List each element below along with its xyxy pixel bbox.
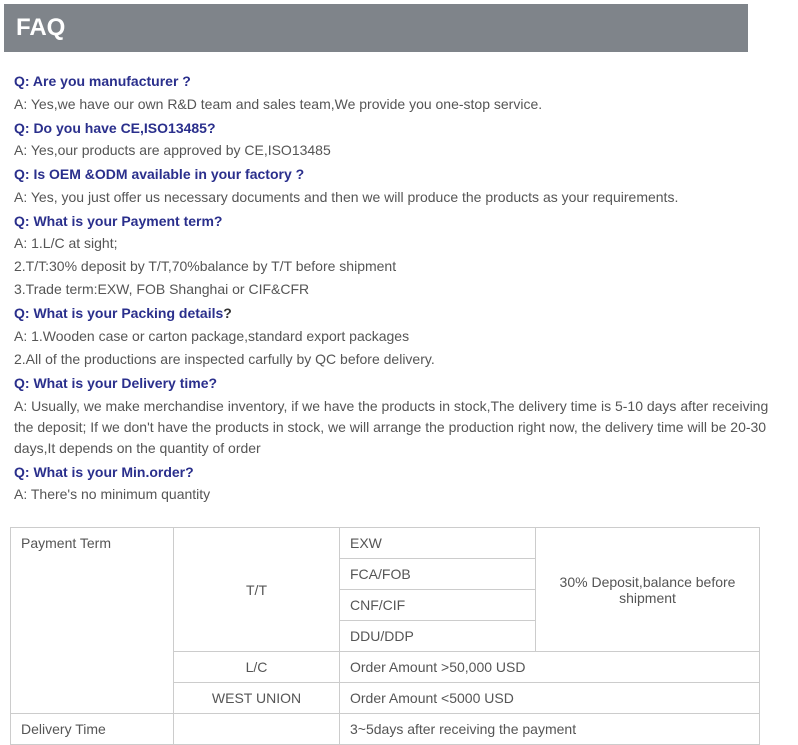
faq-a-7: A: There's no minimum quantity (14, 484, 784, 505)
faq-a-4-3: 3.Trade term:EXW, FOB Shanghai or CIF&CF… (14, 279, 784, 300)
faq-a-5-1: A: 1.Wooden case or carton package,stand… (14, 326, 784, 347)
cell-deposit: 30% Deposit,balance before shipment (536, 528, 760, 652)
cell-delivery-days: 3~5days after receiving the payment (340, 714, 760, 745)
payment-table: Payment Term T/T EXW 30% Deposit,balance… (10, 527, 760, 745)
faq-a-2: A: Yes,our products are approved by CE,I… (14, 140, 784, 161)
faq-a-5-2: 2.All of the productions are inspected c… (14, 349, 784, 370)
table-row: Delivery Time 3~5days after receiving th… (11, 714, 760, 745)
faq-q-5: Q: What is your Packing details? (14, 304, 784, 324)
cell-lc: L/C (174, 652, 340, 683)
faq-header: FAQ (4, 4, 748, 52)
faq-q-5-prefix: Q: What is your Packing details (14, 305, 223, 321)
faq-a-3: A: Yes, you just offer us necessary docu… (14, 187, 784, 208)
cell-cnf: CNF/CIF (340, 590, 536, 621)
cell-wu: WEST UNION (174, 683, 340, 714)
cell-empty (174, 714, 340, 745)
cell-tt: T/T (174, 528, 340, 652)
faq-q-3: Q: Is OEM &ODM available in your factory… (14, 165, 784, 185)
cell-lc-amount: Order Amount >50,000 USD (340, 652, 760, 683)
faq-q-4: Q: What is your Payment term? (14, 212, 784, 232)
faq-q-6: Q: What is your Delivery time? (14, 374, 784, 394)
faq-q-2: Q: Do you have CE,ISO13485? (14, 119, 784, 139)
faq-q-5-suffix: ? (223, 305, 232, 321)
faq-q-7: Q: What is your Min.order? (14, 463, 784, 483)
faq-a-6: A: Usually, we make merchandise inventor… (14, 396, 784, 459)
cell-fca: FCA/FOB (340, 559, 536, 590)
faq-a-4-1: A: 1.L/C at sight; (14, 233, 784, 254)
cell-exw: EXW (340, 528, 536, 559)
faq-q-1: Q: Are you manufacturer ? (14, 72, 784, 92)
faq-a-4-2: 2.T/T:30% deposit by T/T,70%balance by T… (14, 256, 784, 277)
cell-ddu: DDU/DDP (340, 621, 536, 652)
cell-delivery: Delivery Time (11, 714, 174, 745)
faq-body: Q: Are you manufacturer ? A: Yes,we have… (0, 52, 798, 517)
table-row: Payment Term T/T EXW 30% Deposit,balance… (11, 528, 760, 559)
cell-wu-amount: Order Amount <5000 USD (340, 683, 760, 714)
faq-a-1: A: Yes,we have our own R&D team and sale… (14, 94, 784, 115)
